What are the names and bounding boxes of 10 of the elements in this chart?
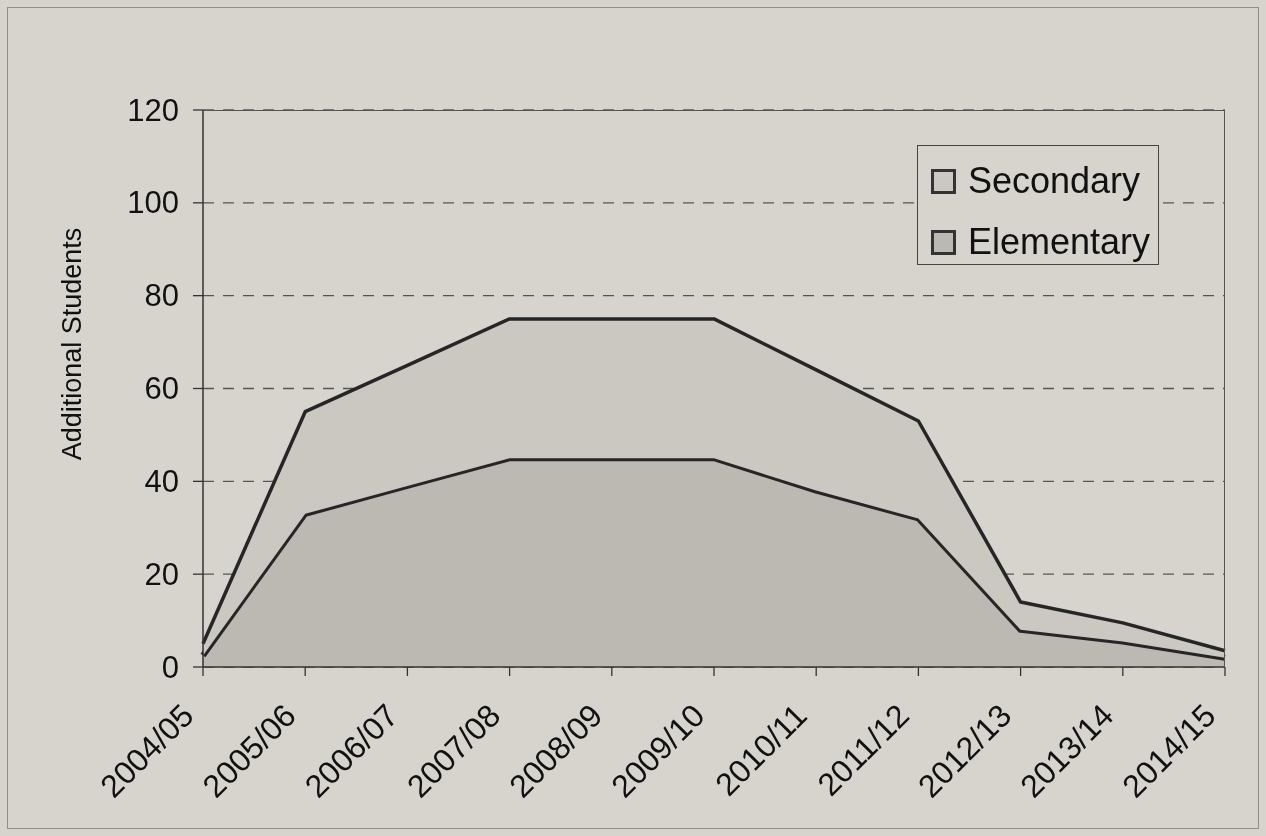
legend-label: Secondary xyxy=(968,159,1141,203)
legend-label: Elementary xyxy=(968,220,1151,264)
y-tick-label: 100 xyxy=(127,185,179,221)
y-tick-label: 120 xyxy=(127,92,179,128)
y-tick-label: 80 xyxy=(144,278,179,314)
y-tick-label: 20 xyxy=(144,556,179,592)
y-axis-title: Additional Students xyxy=(57,227,87,461)
y-tick-label: 0 xyxy=(161,649,179,685)
y-tick-label: 60 xyxy=(144,371,179,406)
y-tick-label: 40 xyxy=(144,463,179,499)
